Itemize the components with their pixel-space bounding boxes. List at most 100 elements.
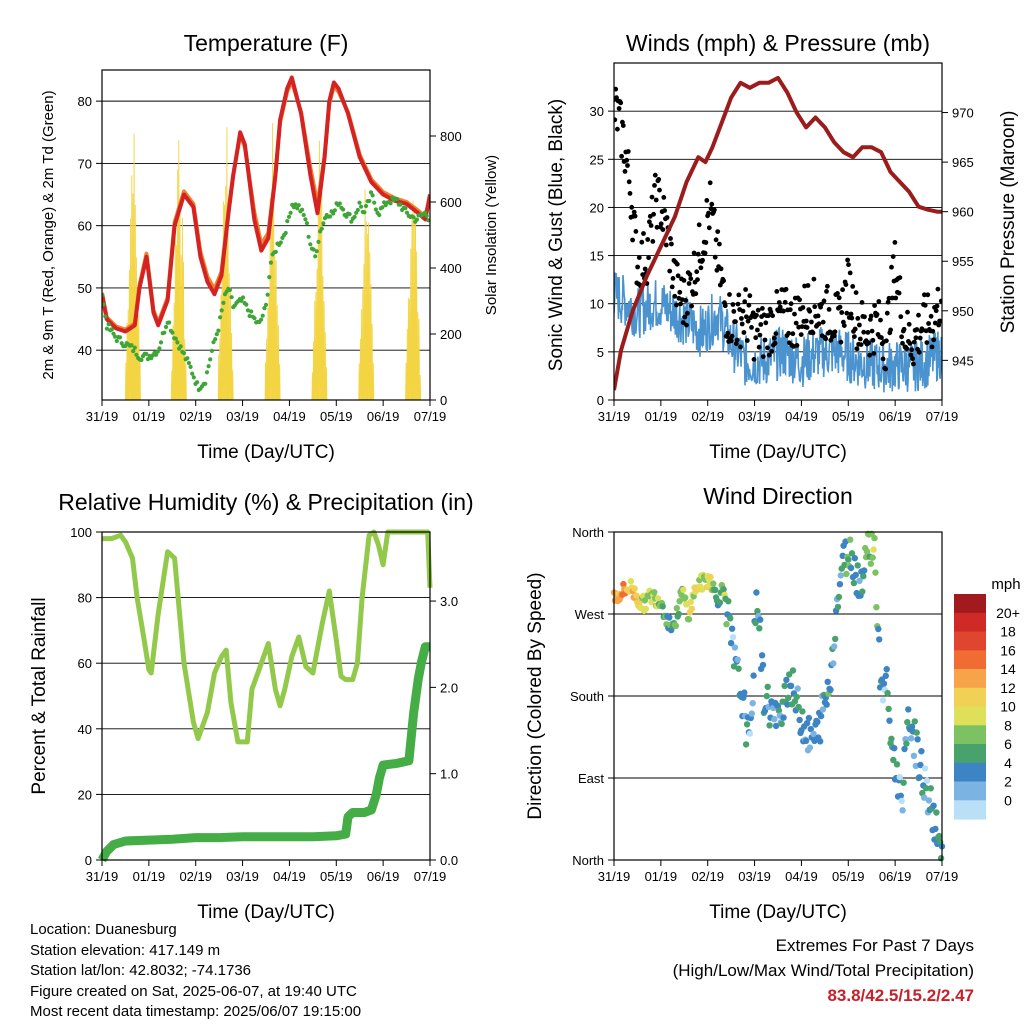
gust-point — [805, 283, 811, 288]
y-tick-label: 80 — [78, 94, 92, 109]
precipitation-line — [98, 642, 430, 863]
direction-point — [771, 715, 778, 723]
dewpoint-point — [321, 221, 326, 226]
solar-insolation-spike — [128, 269, 131, 400]
gust-point — [616, 106, 622, 111]
gust-point — [901, 326, 907, 332]
dewpoint-point — [288, 210, 293, 215]
gust-point — [776, 300, 782, 305]
temperature-xlabel: Time (Day/UTC) — [197, 442, 335, 463]
y-tick-label: 20 — [78, 787, 92, 802]
winds-ylabel-left: Sonic Wind & Gust (Blue, Black) — [546, 99, 567, 371]
gust-point — [626, 179, 632, 185]
gust-point — [664, 215, 670, 220]
direction-point — [793, 693, 800, 701]
dewpoint-point — [214, 332, 219, 337]
y-tick-label: North — [572, 853, 604, 868]
temperature-marks — [102, 75, 430, 400]
speed-colorbar: mph 20+ 18 16 14 12 10 8 6 4 2 0 — [954, 576, 1021, 820]
gust-point — [625, 149, 631, 154]
gust-point — [658, 221, 664, 227]
y-tick-label: 40 — [78, 722, 92, 737]
gust-point — [691, 250, 697, 256]
solar-insolation-spike — [312, 341, 315, 400]
gust-point — [807, 308, 813, 314]
colorbar-label: 18 — [1000, 624, 1016, 640]
dewpoint-point — [262, 306, 267, 311]
solar-insolation-spike — [172, 325, 174, 400]
solar-insolation-spike — [177, 140, 180, 400]
gust-point — [681, 278, 687, 283]
solar-insolation-spike — [231, 369, 234, 400]
x-tick-label: 01/19 — [645, 409, 678, 424]
x-tick-label: 06/19 — [879, 409, 912, 424]
gust-point — [916, 312, 921, 318]
gust-point — [849, 315, 855, 321]
solar-insolation-spike — [217, 355, 220, 400]
colorbar-swatch — [954, 631, 986, 651]
direction-point — [917, 761, 924, 769]
dewpoint-point — [293, 202, 298, 207]
y-tick-label: 60 — [78, 219, 92, 234]
gust-point — [744, 314, 749, 320]
direction-point — [780, 714, 787, 721]
gust-point — [741, 330, 747, 335]
gust-point — [731, 309, 737, 314]
gust-point — [926, 321, 931, 326]
dewpoint-point — [186, 360, 191, 366]
direction-point — [759, 661, 767, 669]
gust-point — [908, 352, 914, 358]
winds-ylabel-right: Station Pressure (Maroon) — [998, 111, 1019, 334]
direction-point — [847, 564, 855, 572]
dewpoint-point — [252, 316, 257, 321]
x-tick-label: 01/19 — [645, 869, 678, 884]
direction-point — [633, 592, 640, 599]
direction-point — [856, 577, 863, 584]
direction-point — [819, 706, 827, 713]
gust-point — [914, 327, 920, 332]
direction-point — [743, 721, 751, 728]
solar-insolation-spike — [323, 301, 326, 400]
y-tick-label: 100 — [70, 525, 92, 540]
gust-point — [897, 275, 903, 280]
gust-point — [717, 241, 722, 247]
dewpoint-point — [308, 242, 313, 247]
dewpoint-point — [203, 381, 208, 386]
dewpoint-point — [209, 348, 214, 353]
gust-point — [618, 100, 624, 106]
humidity-title: Relative Humidity (%) & Precipitation (i… — [58, 489, 473, 515]
gust-point — [824, 289, 829, 294]
direction-point — [799, 708, 806, 715]
gust-point — [687, 272, 693, 277]
dewpoint-point — [229, 295, 234, 300]
gust-point — [850, 284, 856, 289]
dewpoint-point — [102, 302, 106, 307]
gust-point — [935, 286, 941, 292]
gust-point — [729, 333, 735, 339]
direction-point — [728, 625, 736, 632]
y-tick-label: West — [575, 607, 605, 622]
dewpoint-point — [372, 200, 377, 205]
gust-point — [862, 314, 867, 320]
solar-insolation-spike — [405, 362, 408, 400]
direction-point — [763, 692, 770, 700]
gust-point — [652, 183, 657, 188]
solar-insolation-spike — [416, 311, 419, 400]
gust-point — [781, 308, 786, 314]
gust-point — [757, 332, 763, 338]
dewpoint-point — [404, 210, 410, 215]
x-tick-label: 31/19 — [598, 409, 631, 424]
y2-tick-label: 200 — [440, 327, 462, 342]
station-info: Location: Duanesburg Station elevation: … — [30, 920, 361, 1023]
x-tick-label: 05/19 — [832, 869, 865, 884]
x-tick-label: 02/19 — [691, 869, 724, 884]
solar-insolation-spike — [322, 276, 324, 400]
gust-point — [810, 330, 816, 336]
gust-point — [615, 126, 620, 132]
direction-point — [860, 573, 867, 580]
gust-point — [854, 346, 860, 352]
direction-point — [781, 682, 788, 690]
direction-point — [869, 554, 876, 561]
solar-insolation-spike — [366, 233, 369, 400]
